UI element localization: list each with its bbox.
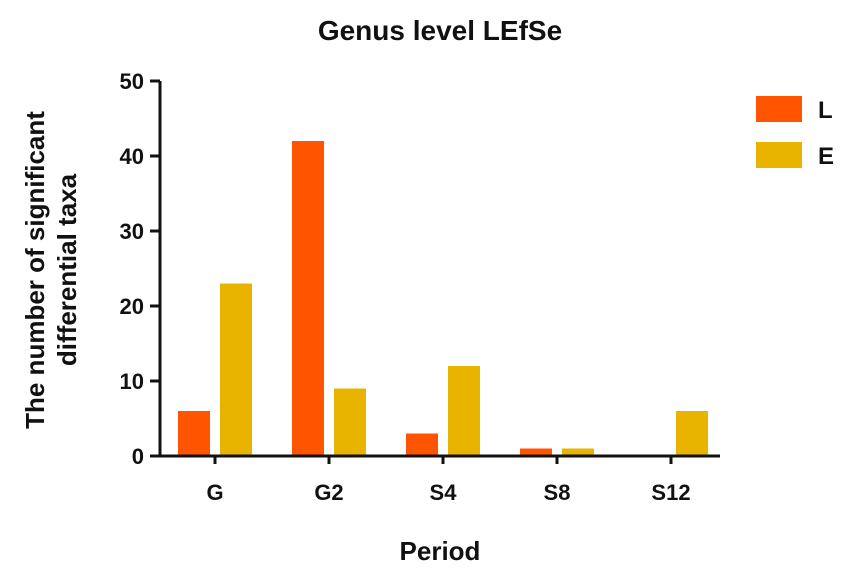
bar-E-G2 (334, 388, 366, 456)
x-tick-label-S12: S12 (651, 480, 690, 505)
plot-area: G G2 S4 S8 S12 0 10 20 30 40 50 (120, 69, 720, 505)
y-axis-label: The number of significant differential t… (20, 111, 82, 429)
bar-L-G2 (292, 141, 324, 456)
legend-label-L: L (818, 97, 833, 124)
y-tick-label-10: 10 (120, 369, 144, 394)
y-axis-label-line-2: differential taxa (52, 173, 82, 366)
bar-L-G (178, 411, 210, 456)
x-axis-label: Period (400, 536, 481, 566)
y-tick-label-0: 0 (132, 444, 144, 469)
y-tick-label-30: 30 (120, 219, 144, 244)
x-tick-label-G2: G2 (314, 480, 343, 505)
x-tick-label-S8: S8 (544, 480, 571, 505)
x-tick-label-G: G (206, 480, 223, 505)
y-tick-label-20: 20 (120, 294, 144, 319)
y-tick-label-50: 50 (120, 69, 144, 94)
y-axis-label-line-1: The number of significant (20, 111, 50, 429)
legend: LE (756, 96, 834, 170)
bar-E-S4 (448, 366, 480, 456)
bar-E-S12 (676, 411, 708, 456)
x-tick-label-S4: S4 (430, 480, 458, 505)
bar-E-S8 (562, 448, 594, 456)
bar-L-S8 (520, 448, 552, 456)
legend-swatch-E (756, 142, 802, 168)
legend-label-E: E (818, 143, 834, 170)
bar-L-S4 (406, 433, 438, 456)
legend-swatch-L (756, 96, 802, 122)
bar-E-G (220, 283, 252, 456)
y-tick-label-40: 40 (120, 144, 144, 169)
chart-title: Genus level LEfSe (318, 15, 562, 46)
